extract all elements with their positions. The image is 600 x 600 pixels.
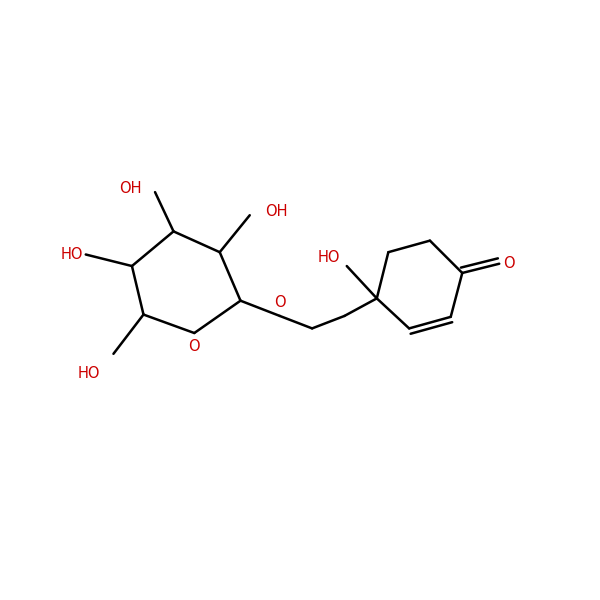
Text: OH: OH bbox=[119, 181, 141, 196]
Text: O: O bbox=[188, 340, 200, 355]
Text: HO: HO bbox=[78, 366, 101, 381]
Text: O: O bbox=[503, 256, 515, 271]
Text: O: O bbox=[274, 295, 286, 310]
Text: OH: OH bbox=[265, 205, 287, 220]
Text: HO: HO bbox=[61, 247, 83, 262]
Text: HO: HO bbox=[317, 250, 340, 265]
